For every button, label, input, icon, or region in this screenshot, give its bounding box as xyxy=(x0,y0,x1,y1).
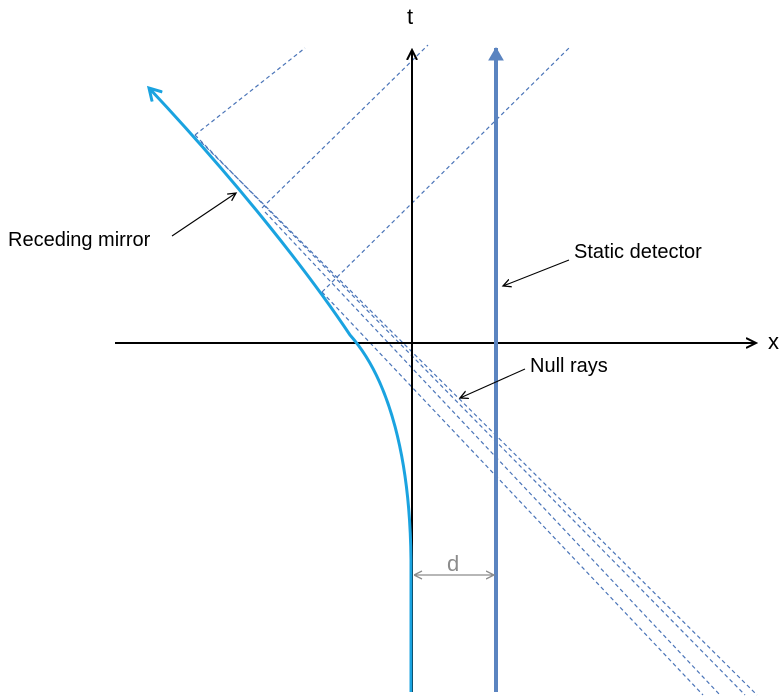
x-axis-label: x xyxy=(768,329,779,354)
null-rays xyxy=(194,44,758,696)
t-axis-label: t xyxy=(407,4,413,29)
null-ray-3 xyxy=(321,46,571,293)
null-rays-label: Null rays xyxy=(530,355,608,377)
receding-mirror-label: Receding mirror xyxy=(8,229,151,251)
null-ray-1 xyxy=(194,47,306,136)
null-ray-6 xyxy=(264,211,721,696)
null-ray-7 xyxy=(321,291,704,696)
null-ray-2 xyxy=(261,44,429,209)
receding-mirror-worldline xyxy=(149,88,413,692)
static-detector-label: Static detector xyxy=(574,241,702,263)
receding-mirror-pointer xyxy=(171,193,236,237)
null-ray-4 xyxy=(194,134,746,696)
distance-label: d xyxy=(447,551,459,576)
null-ray-5 xyxy=(200,141,758,696)
static-detector-pointer xyxy=(503,259,570,286)
null-rays-pointer xyxy=(460,368,526,398)
